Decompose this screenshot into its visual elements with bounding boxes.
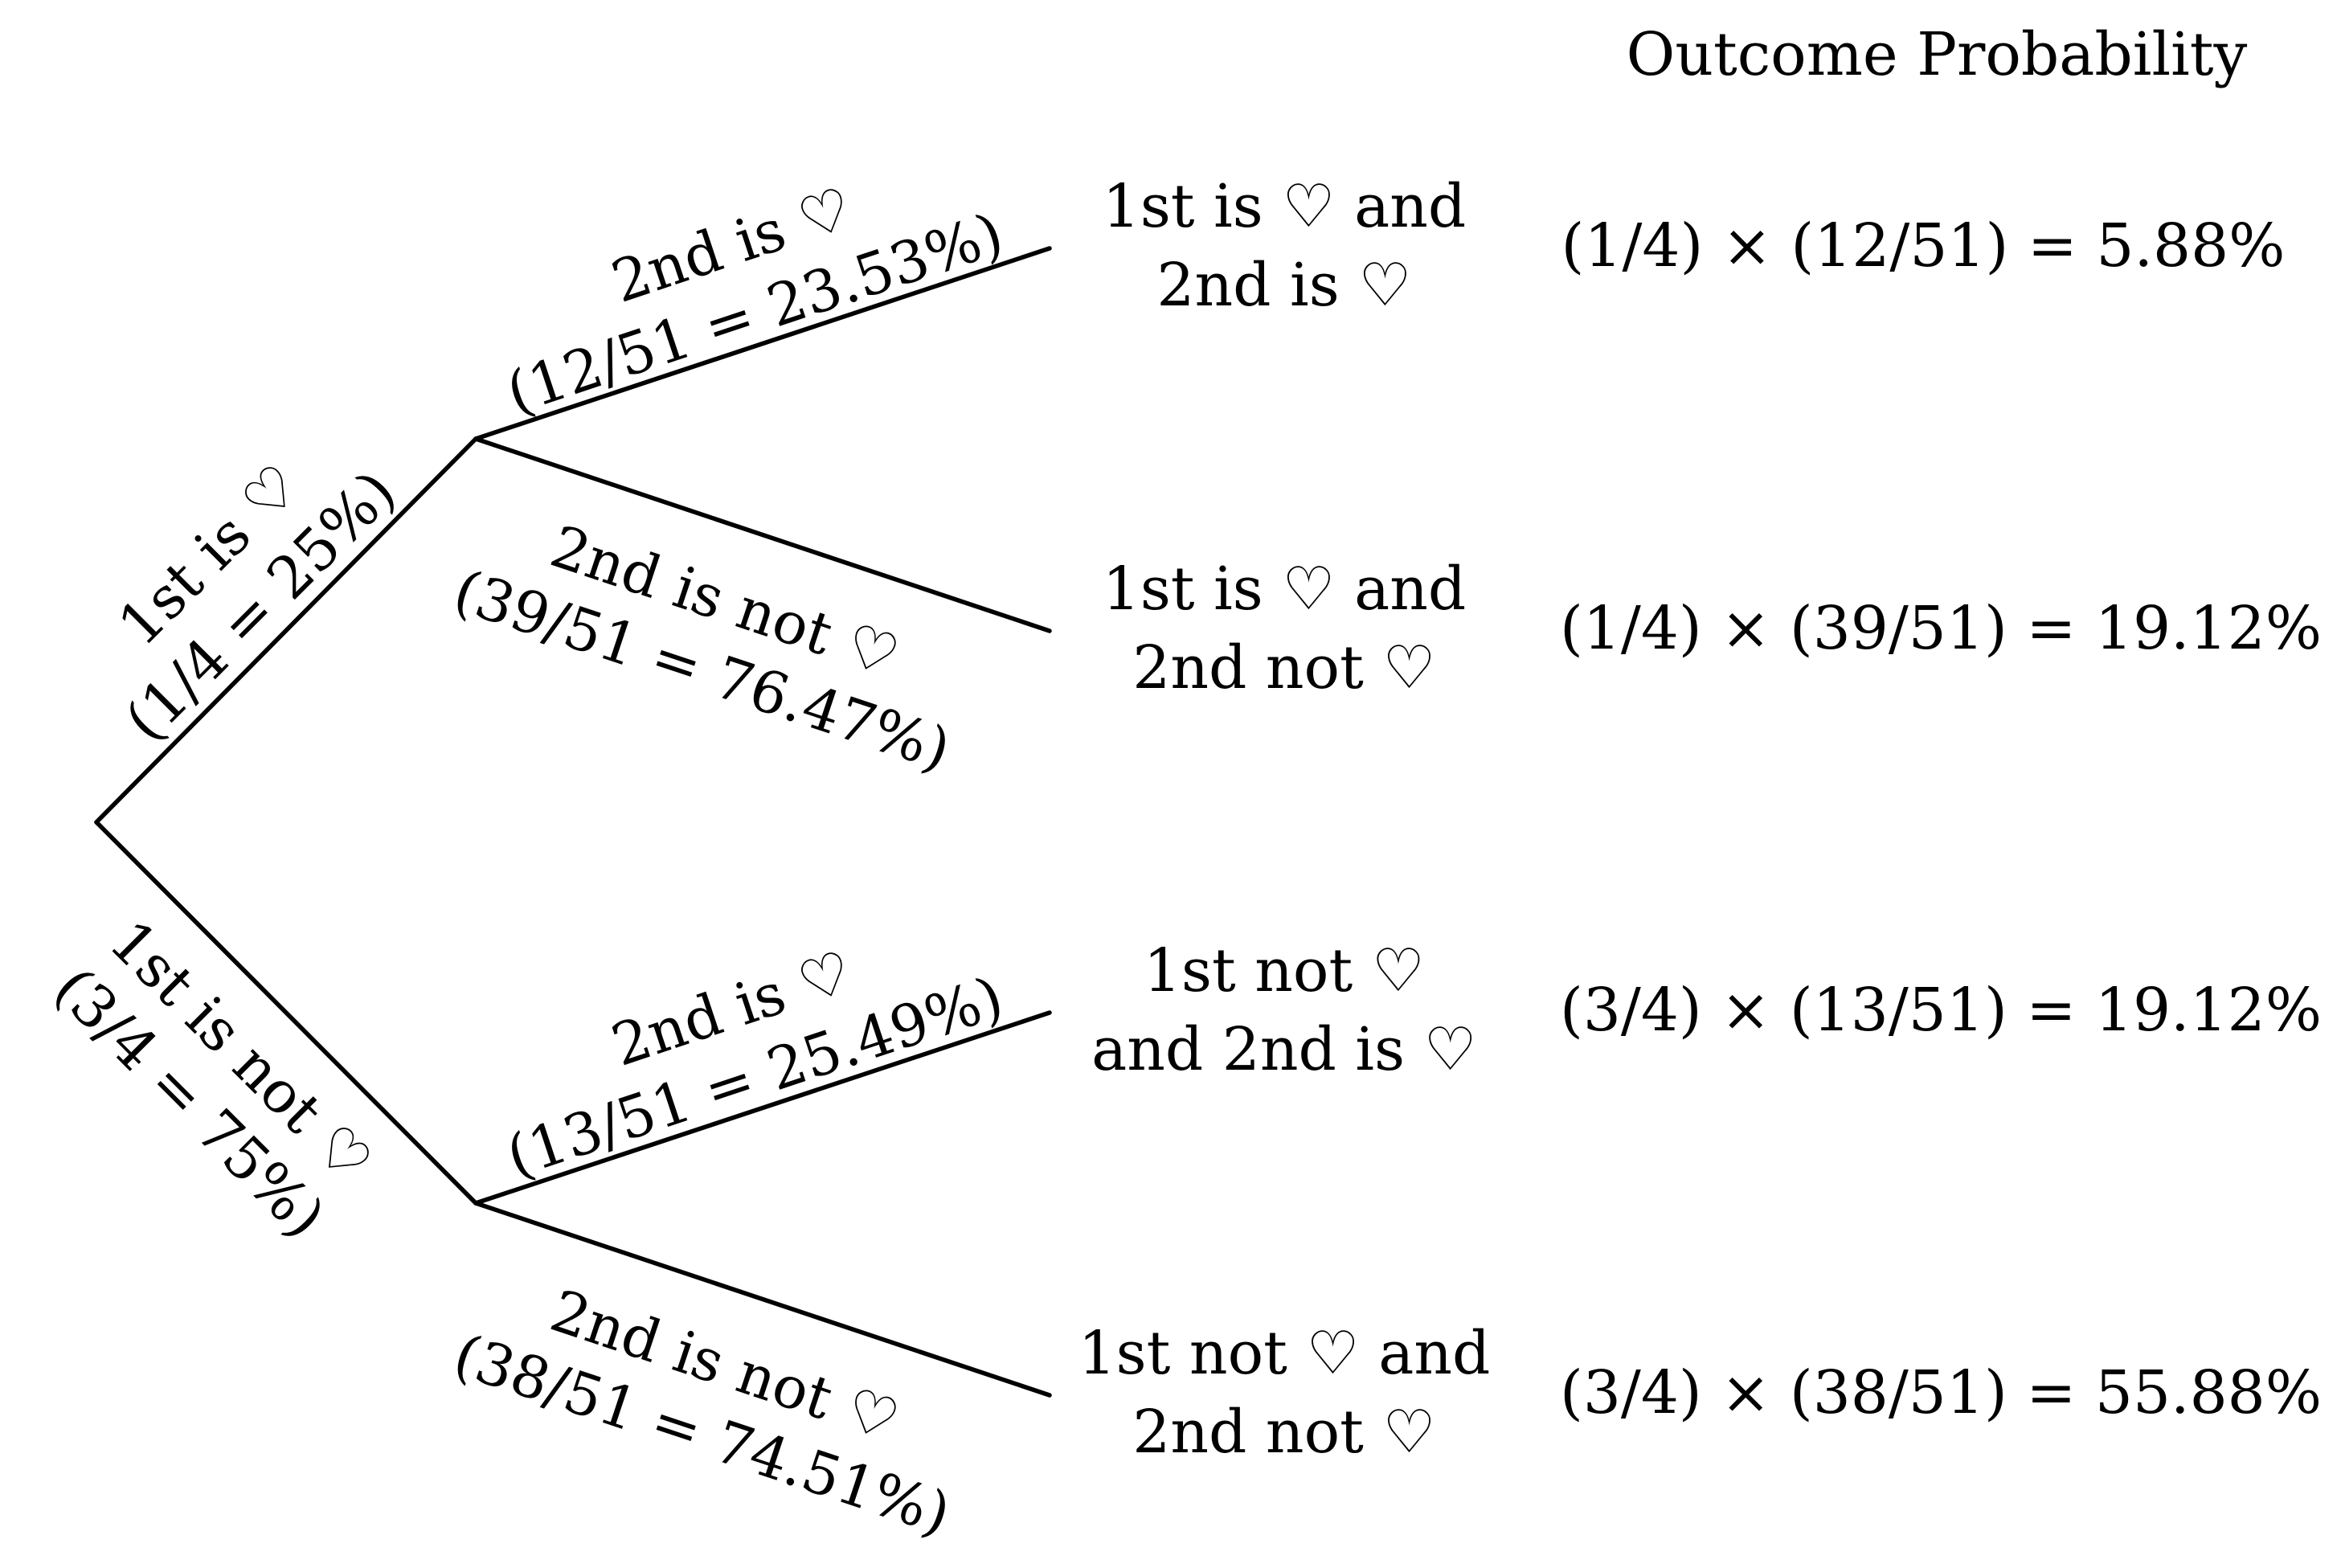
outcome-4-line2: 2nd not ♡ [1132,1398,1436,1467]
branch-first-not-heart [94,820,478,1206]
outcome-3-line2: and 2nd is ♡ [1091,1015,1477,1084]
outcome-2-line1: 1st is ♡ and [1102,555,1467,624]
outcome-1-line2: 2nd is ♡ [1156,251,1412,320]
outcome-3: 1st not ♡ and 2nd is ♡ [1091,931,1477,1089]
outcome-4: 1st not ♡ and 2nd not ♡ [1078,1314,1491,1472]
outcome-probability-header: Outcome Probability [1626,20,2248,89]
outcome-1: 1st is ♡ and 2nd is ♡ [1103,167,1467,325]
probability-3: (3/4) × (13/51) = 19.12% [1559,976,2323,1045]
outcome-4-line1: 1st not ♡ and [1078,1319,1491,1388]
probability-2: (1/4) × (39/51) = 19.12% [1559,594,2323,663]
branch-first-heart [94,436,478,825]
probability-1: (1/4) × (12/51) = 5.88% [1561,211,2286,280]
outcome-1-line1: 1st is ♡ and [1102,172,1467,241]
branch-b-second-not-heart [473,1201,1052,1398]
outcome-3-line1: 1st not ♡ [1143,936,1426,1005]
branch-a-second-heart [473,246,1052,441]
branch-b-second-heart [473,1010,1052,1206]
probability-4: (3/4) × (38/51) = 55.88% [1559,1358,2323,1427]
outcome-2: 1st is ♡ and 2nd not ♡ [1103,550,1467,707]
branch-a-second-not-heart [473,436,1052,633]
outcome-2-line2: 2nd not ♡ [1132,633,1436,702]
